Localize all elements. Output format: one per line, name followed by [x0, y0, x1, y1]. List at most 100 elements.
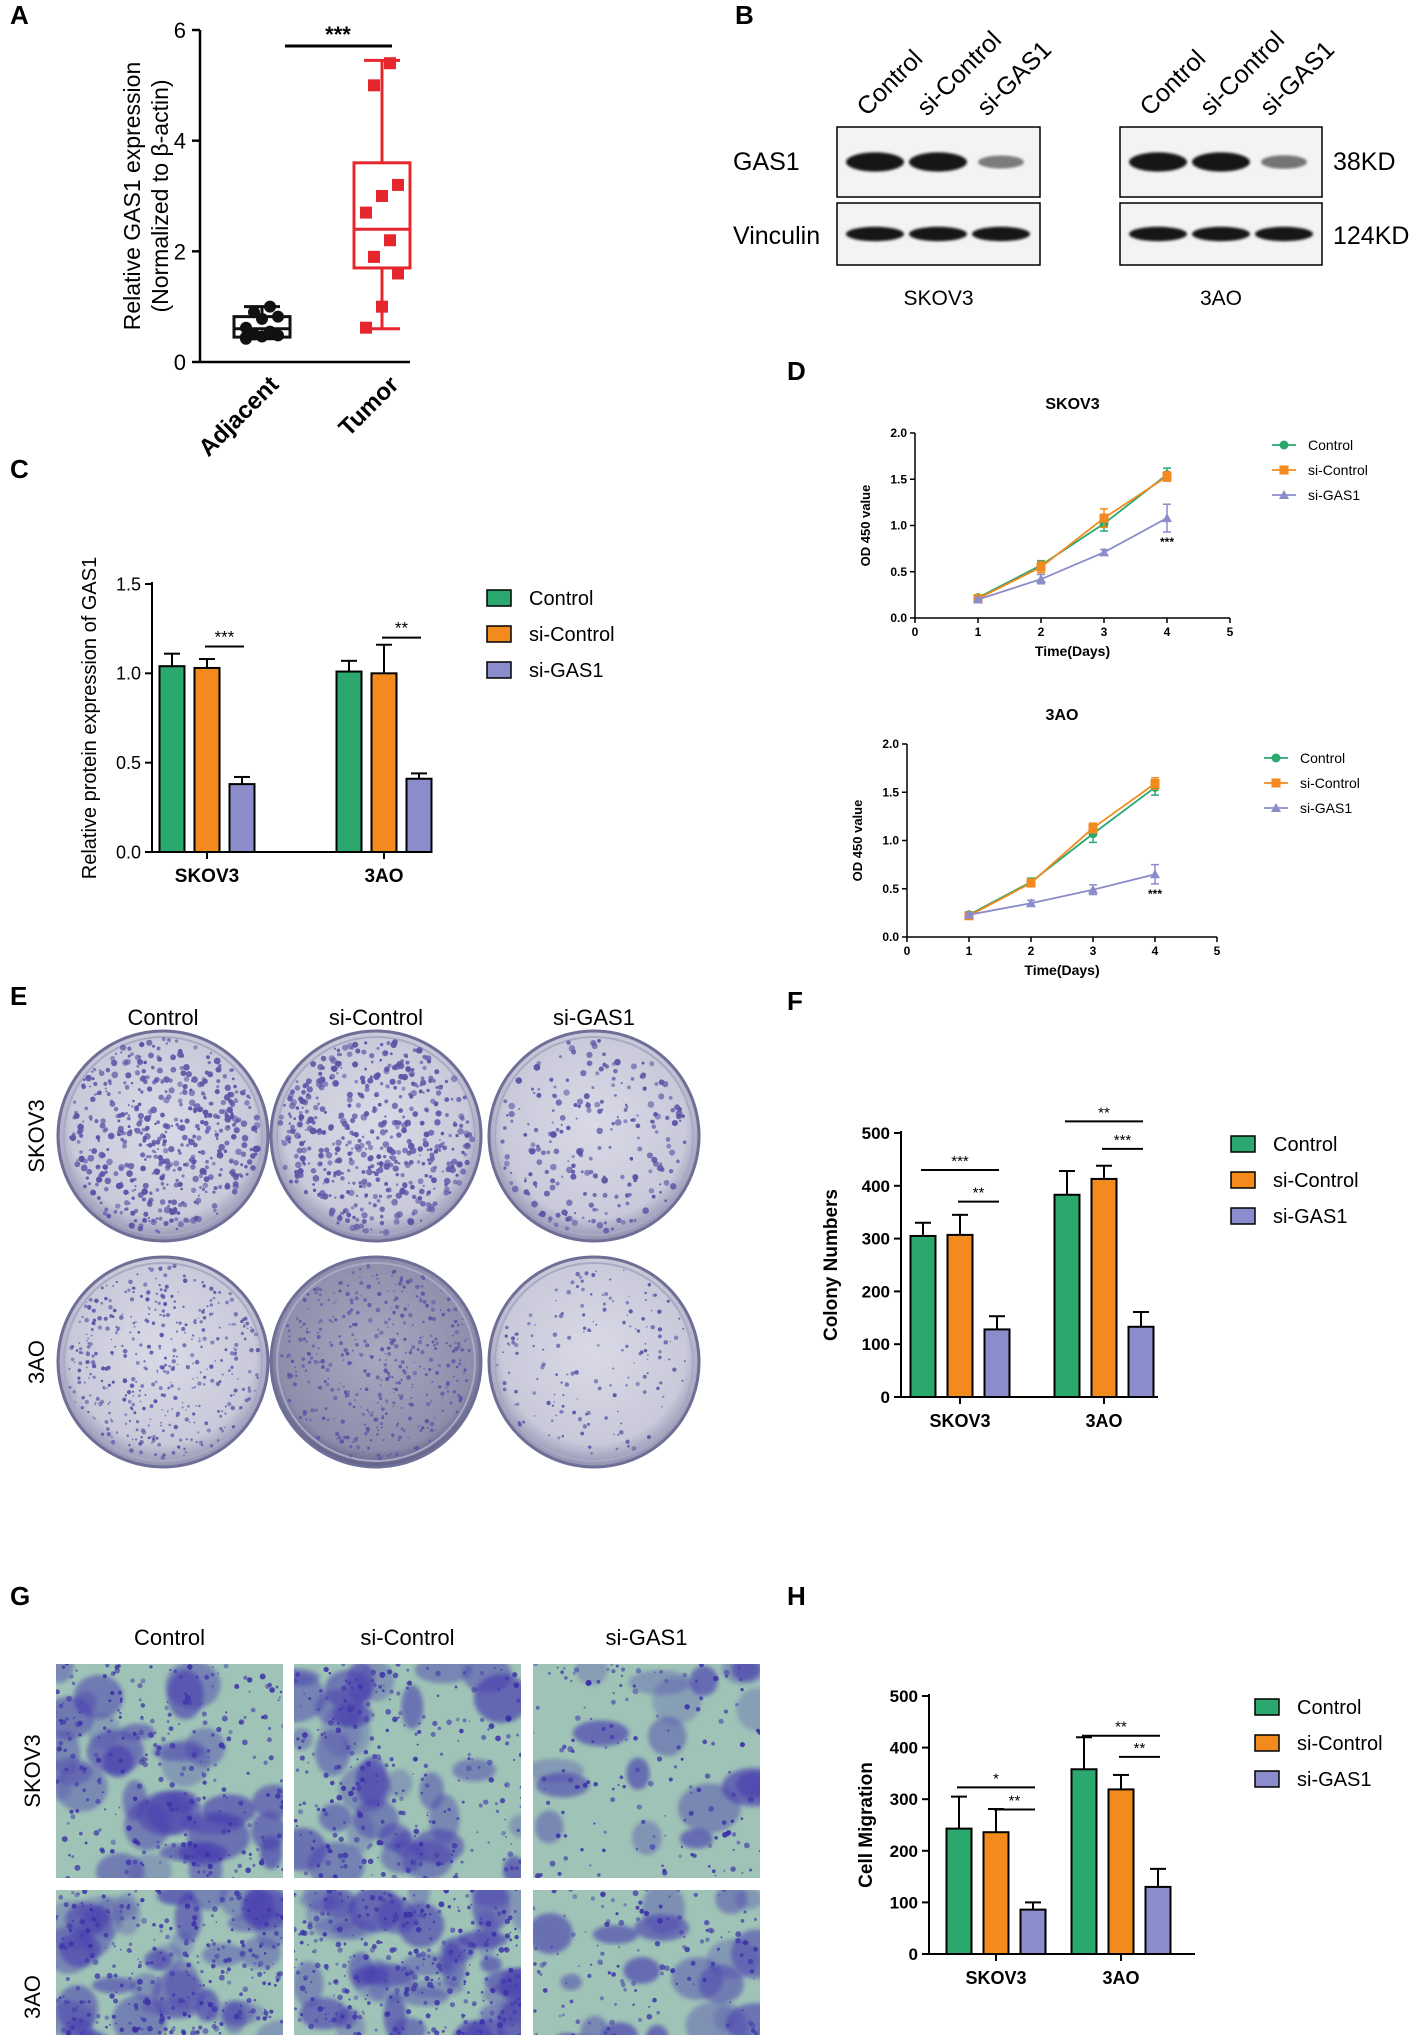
stained-cell [184, 1903, 191, 1909]
stained-cell [108, 1699, 112, 1703]
stained-cell [658, 1904, 663, 1909]
stained-cell [300, 1962, 304, 1966]
colony [224, 1084, 231, 1091]
colony [148, 1052, 154, 1059]
colony [441, 1312, 446, 1317]
colony [463, 1367, 466, 1370]
stained-cell [202, 2028, 209, 2035]
data-point [256, 312, 268, 325]
stained-cell [168, 1952, 174, 1958]
stained-cell [301, 1739, 305, 1743]
colony [420, 1291, 425, 1296]
stained-cell [479, 2019, 485, 2025]
stained-cell [513, 1910, 517, 1913]
stained-cell [415, 1926, 422, 1933]
stained-cell [344, 1679, 348, 1683]
colony [394, 1296, 399, 1301]
stained-cell [132, 1859, 138, 1865]
significance-label: *** [325, 22, 351, 47]
colony [522, 1420, 526, 1424]
colony [186, 1219, 190, 1223]
colony [575, 1271, 580, 1277]
stained-cell [193, 1919, 196, 1922]
colony [193, 1159, 197, 1163]
colony [172, 1365, 175, 1369]
lane-label: Control [1134, 44, 1211, 121]
stained-cell [62, 1702, 65, 1705]
stained-cell [242, 1986, 249, 1993]
stained-cell [425, 1904, 431, 1909]
colony [233, 1127, 240, 1134]
colony [510, 1336, 516, 1341]
colony [122, 1139, 128, 1145]
stained-cell [113, 1671, 116, 1675]
stained-cell [212, 1906, 218, 1912]
colony [455, 1410, 459, 1414]
protein-band [972, 226, 1030, 242]
legend-label: si-Control [1308, 462, 1368, 478]
colony [310, 1061, 317, 1067]
stained-cell [156, 1840, 160, 1844]
stained-cell [254, 1917, 258, 1921]
stained-cell [310, 1846, 315, 1851]
colony [306, 1327, 309, 1330]
stained-cell [684, 1704, 690, 1710]
stained-cell [463, 1980, 467, 1983]
colony [321, 1365, 325, 1369]
colony [438, 1139, 441, 1142]
colony [131, 1402, 136, 1407]
colony [422, 1299, 427, 1304]
stained-cell [479, 1917, 483, 1920]
stained-cell [231, 1918, 235, 1922]
y-axis-label: Cell Migration [856, 1762, 877, 1888]
colony [333, 1171, 336, 1175]
stained-cell [275, 1974, 281, 1981]
colony [366, 1446, 370, 1450]
series-line [977, 517, 1168, 601]
colony [152, 1044, 156, 1048]
stained-cell [58, 1895, 64, 1900]
colony [218, 1291, 222, 1294]
colony [152, 1435, 156, 1439]
stained-cell [324, 2017, 328, 2021]
stained-cell [147, 2025, 153, 2032]
stained-cell [206, 2016, 210, 2019]
stained-cell [193, 1906, 200, 1912]
stained-cell [196, 1796, 202, 1802]
colony [603, 1221, 607, 1225]
stained-cell [623, 1903, 627, 1907]
colony [514, 1403, 516, 1406]
stained-cell [313, 1915, 320, 1922]
colony [151, 1382, 156, 1387]
colony [384, 1300, 388, 1304]
stained-cell [401, 1969, 404, 1972]
colony [129, 1448, 134, 1453]
colony [350, 1308, 354, 1312]
stained-cell [451, 1976, 457, 1982]
stained-cell [392, 2026, 398, 2032]
colony [376, 1154, 382, 1160]
colony [321, 1416, 326, 1421]
colony [668, 1358, 671, 1361]
colony [402, 1147, 408, 1154]
colony [168, 1364, 171, 1368]
stained-cell [85, 1928, 91, 1934]
colony [150, 1065, 155, 1070]
colony [328, 1211, 335, 1217]
colony [375, 1273, 378, 1276]
stained-cell [684, 1946, 690, 1953]
data-point [264, 300, 276, 313]
colony [303, 1162, 307, 1166]
stained-cell [213, 1778, 217, 1782]
colony [127, 1046, 132, 1051]
colony [564, 1213, 567, 1217]
colony [441, 1396, 444, 1399]
stained-cell [562, 1744, 567, 1750]
stained-cell [294, 1679, 298, 1683]
colony [77, 1123, 84, 1131]
column-label: Control [128, 1005, 199, 1030]
colony [349, 1444, 353, 1449]
colony [320, 1303, 323, 1306]
stained-cell [275, 1685, 279, 1689]
colony [432, 1343, 436, 1347]
